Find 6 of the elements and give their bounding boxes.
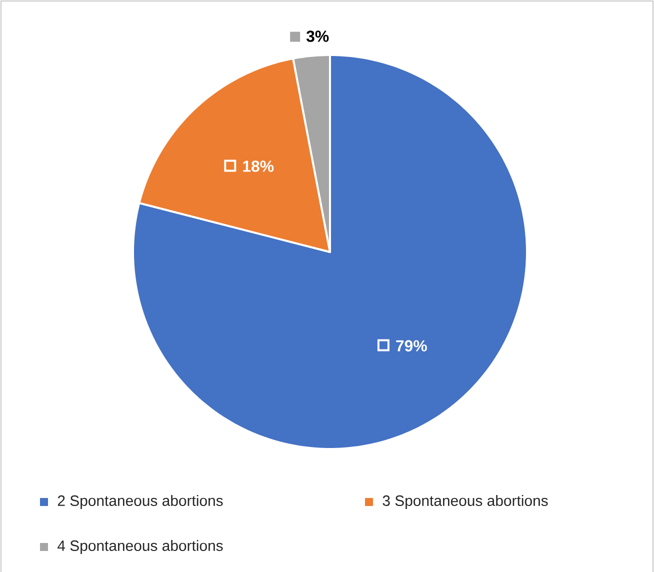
legend-label: 2 Spontaneous abortions [58, 495, 223, 509]
data-label: 18% [243, 160, 274, 172]
legend-label: 4 Spontaneous abortions [58, 540, 223, 554]
data-label: 79% [396, 340, 427, 352]
legend-label: 3 Spontaneous abortions [382, 495, 548, 509]
data-label: 3% [306, 30, 329, 42]
